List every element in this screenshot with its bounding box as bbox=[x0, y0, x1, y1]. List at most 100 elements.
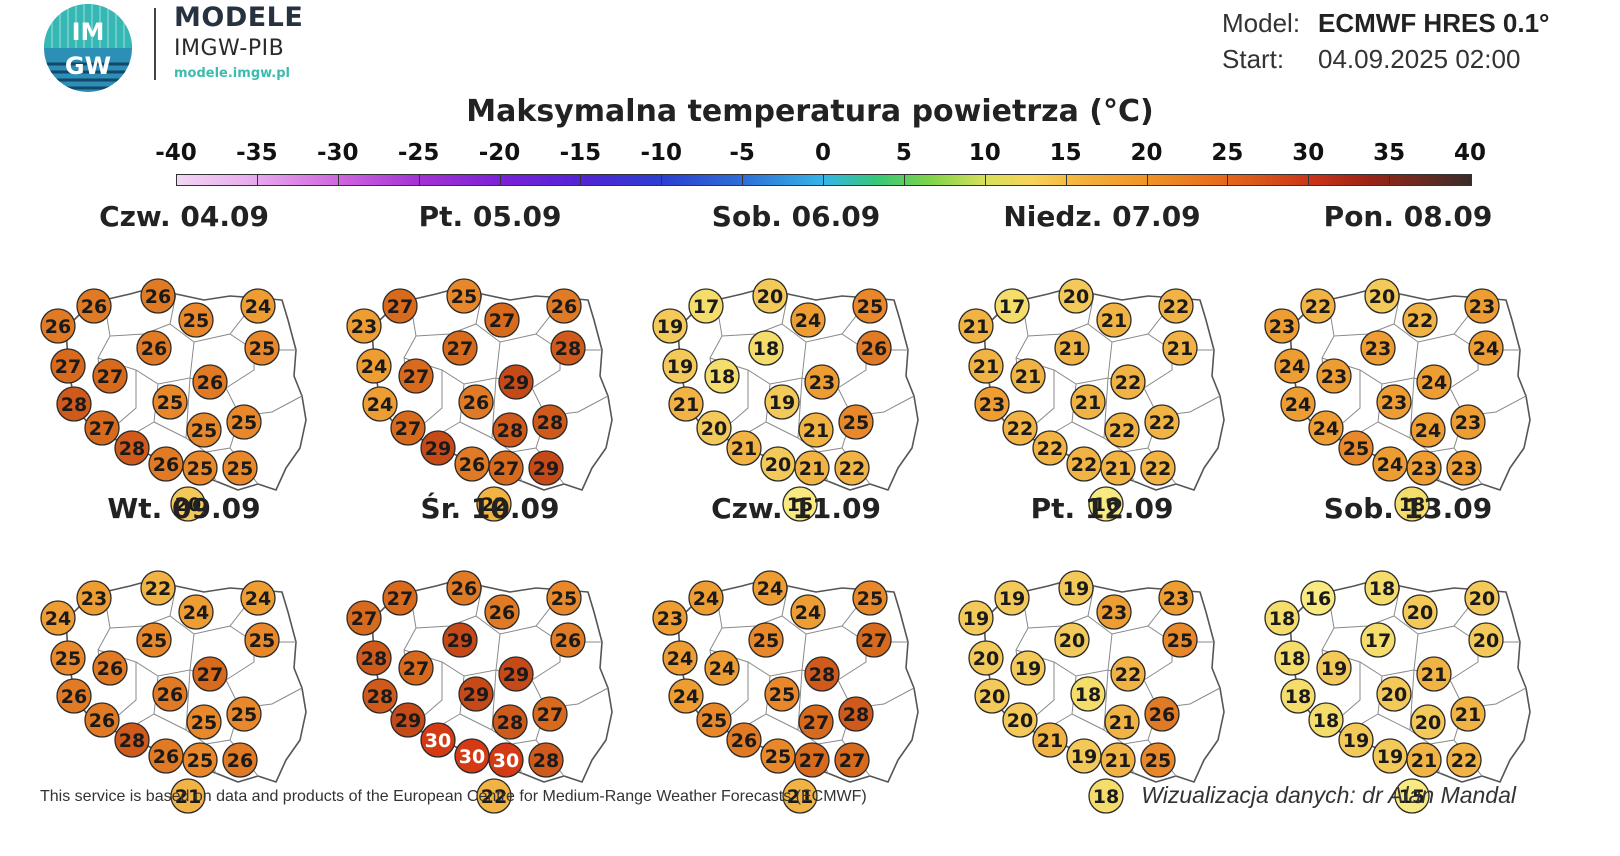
temperature-marker: 23 bbox=[1264, 308, 1300, 344]
temperature-marker-circle bbox=[420, 722, 456, 758]
temperature-value: 20 bbox=[1369, 286, 1395, 308]
temperature-marker: 25 bbox=[1338, 430, 1374, 466]
temperature-marker: 25 bbox=[136, 622, 172, 658]
temperature-marker-circle bbox=[1070, 384, 1106, 420]
temperature-value: 20 bbox=[1007, 710, 1033, 732]
temperature-marker: 21 bbox=[1100, 450, 1136, 486]
temperature-marker: 21 bbox=[726, 430, 762, 466]
temperature-value: 26 bbox=[157, 684, 183, 706]
temperature-value: 25 bbox=[249, 630, 275, 652]
temperature-marker-circle bbox=[668, 386, 704, 422]
temperature-value: 18 bbox=[1369, 578, 1395, 600]
temperature-marker-circle bbox=[1088, 778, 1124, 814]
temperature-marker-circle bbox=[1100, 450, 1136, 486]
temperature-marker-circle bbox=[484, 302, 520, 338]
region-border bbox=[1071, 421, 1105, 439]
temperature-value: 26 bbox=[227, 750, 253, 772]
temperature-value: 19 bbox=[769, 392, 795, 414]
temperature-marker: 23 bbox=[1450, 404, 1486, 440]
temperature-marker-circle bbox=[1032, 430, 1068, 466]
temperature-value: 21 bbox=[1411, 750, 1437, 772]
temperature-value: 19 bbox=[1377, 746, 1403, 768]
temperature-value: 27 bbox=[803, 712, 829, 734]
temperature-marker: 30 bbox=[454, 738, 490, 774]
temperature-marker: 25 bbox=[244, 330, 280, 366]
temperature-value: 22 bbox=[1149, 412, 1175, 434]
brand-url-link[interactable]: modele.imgw.pl bbox=[174, 66, 290, 81]
temperature-value: 26 bbox=[45, 316, 71, 338]
temperature-marker-circle bbox=[856, 330, 892, 366]
temperature-value: 24 bbox=[795, 310, 821, 332]
temperature-marker-circle bbox=[1464, 288, 1500, 324]
temperature-marker: 25 bbox=[1140, 742, 1176, 778]
temperature-value: 18 bbox=[1269, 608, 1295, 630]
temperature-marker-circle bbox=[958, 600, 994, 636]
temperature-marker-circle bbox=[1308, 702, 1344, 738]
temperature-marker-circle bbox=[704, 650, 740, 686]
temperature-marker: 21 bbox=[1416, 656, 1452, 692]
scale-tick-label: -10 bbox=[640, 140, 683, 166]
temperature-marker: 25 bbox=[182, 742, 218, 778]
temperature-marker-circle bbox=[532, 696, 568, 732]
temperature-value: 21 bbox=[799, 458, 825, 480]
temperature-marker: 24 bbox=[356, 348, 392, 384]
temperature-marker: 28 bbox=[550, 330, 586, 366]
region-border bbox=[1377, 713, 1411, 731]
temperature-value: 24 bbox=[361, 356, 387, 378]
temperature-marker: 22 bbox=[1110, 364, 1146, 400]
temperature-marker: 26 bbox=[92, 650, 128, 686]
temperature-value: 23 bbox=[1381, 392, 1407, 414]
temperature-value: 22 bbox=[1115, 664, 1141, 686]
scale-tick-mark bbox=[661, 174, 663, 186]
temperature-value: 20 bbox=[1469, 588, 1495, 610]
region-border bbox=[1377, 421, 1411, 439]
temperature-value: 21 bbox=[787, 786, 813, 808]
forecast-day-panel: Pt. 12.09 19 19 19 23 23 20 19 20 25 20 18 22 20 21 26 2… bbox=[958, 492, 1262, 814]
temperature-value: 30 bbox=[425, 730, 451, 752]
scale-tick-mark bbox=[742, 174, 744, 186]
temperature-value: 25 bbox=[765, 746, 791, 768]
temperature-marker-circle bbox=[476, 778, 512, 814]
temperature-marker: 29 bbox=[442, 622, 478, 658]
temperature-marker: 26 bbox=[484, 594, 520, 630]
scale-tick-mark bbox=[499, 174, 501, 186]
region-border bbox=[415, 293, 483, 337]
imgw-logo-icon: IM GW bbox=[42, 2, 134, 94]
temperature-value: 26 bbox=[145, 286, 171, 308]
temperature-value: 23 bbox=[1365, 338, 1391, 360]
temperature-value: 25 bbox=[1145, 750, 1171, 772]
temperature-marker-circle bbox=[1110, 364, 1146, 400]
temperature-marker: 20 bbox=[1402, 594, 1438, 630]
temperature-marker-circle bbox=[532, 404, 568, 440]
temperature-marker: 20 bbox=[696, 410, 732, 446]
region-border bbox=[109, 585, 177, 629]
temperature-value: 22 bbox=[1037, 438, 1063, 460]
temperature-value: 25 bbox=[187, 750, 213, 772]
temperature-marker: 23 bbox=[1360, 330, 1396, 366]
temperature-value: 24 bbox=[1313, 418, 1339, 440]
temperature-marker-circle bbox=[492, 704, 528, 740]
temperature-marker: 21 bbox=[968, 348, 1004, 384]
temperature-value: 21 bbox=[1105, 750, 1131, 772]
temperature-value: 28 bbox=[119, 438, 145, 460]
temperature-value: 29 bbox=[503, 372, 529, 394]
temperature-marker: 16 bbox=[1088, 486, 1124, 522]
temperature-value: 27 bbox=[839, 750, 865, 772]
temperature-value: 20 bbox=[765, 454, 791, 476]
temperature-marker-circle bbox=[498, 656, 534, 692]
temperature-value: 24 bbox=[45, 608, 71, 630]
temperature-marker: 27 bbox=[442, 330, 478, 366]
temperature-marker: 22 bbox=[1158, 288, 1194, 324]
temperature-marker-circle bbox=[1032, 722, 1068, 758]
temperature-value: 25 bbox=[191, 420, 217, 442]
temperature-value: 21 bbox=[673, 394, 699, 416]
temperature-value: 24 bbox=[183, 602, 209, 624]
temperature-marker: 24 bbox=[362, 386, 398, 422]
temperature-value: 21 bbox=[1015, 366, 1041, 388]
temperature-marker: 25 bbox=[760, 738, 796, 774]
scale-tick-mark bbox=[418, 174, 420, 186]
temperature-value: 23 bbox=[81, 588, 107, 610]
temperature-marker-circle bbox=[764, 384, 800, 420]
temperature-value: 21 bbox=[963, 316, 989, 338]
